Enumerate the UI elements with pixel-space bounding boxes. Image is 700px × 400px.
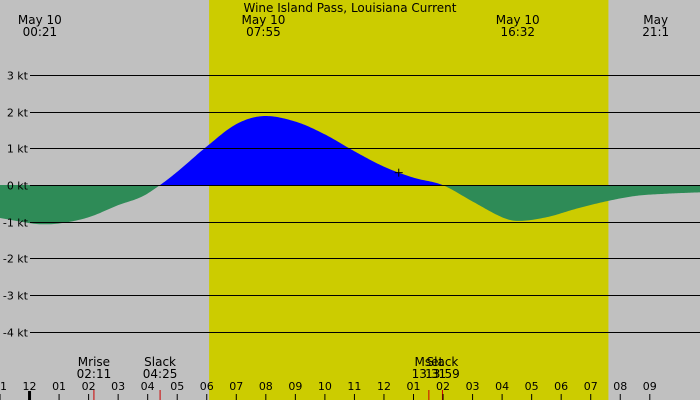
top-event-date: May 10 [242,13,286,27]
hour-label: 03 [111,380,125,393]
hour-label: 07 [584,380,598,393]
hour-label: 10 [318,380,332,393]
hour-label: 09 [288,380,302,393]
y-tick-labels: 3 kt 2 kt 1 kt 0 kt -1 kt -2 kt -3 kt -4 kt [3,70,29,340]
hour-label: 02 [82,380,96,393]
ebb-current-area [0,185,161,225]
flood-current-area [160,116,443,185]
hour-label: 08 [259,380,273,393]
ebb-current-area [442,185,700,221]
top-event-time: 21:1 [642,25,669,39]
top-event-date: May 10 [18,13,62,27]
bottom-event-name: Mrise [78,355,110,369]
bottom-event-time: 02:11 [77,367,112,381]
bottom-event-time: 13:31 [412,367,447,381]
y-tick-label: 2 kt [7,107,29,120]
current-time-marker [394,168,403,177]
gridlines [30,75,700,333]
hour-label: 01 [407,380,421,393]
hour-label: 03 [466,380,480,393]
bottom-event-name: Slack [427,355,459,369]
y-tick-label: 1 kt [7,143,29,156]
hour-label: 12 [23,380,37,393]
bottom-event-name: Mset [415,355,444,369]
hour-label: 07 [229,380,243,393]
hour-label: 08 [613,380,627,393]
bottom-event-name: Slack [144,355,176,369]
hour-label: 09 [643,380,657,393]
y-tick-label: -1 kt [3,217,29,230]
hour-label: 06 [200,380,214,393]
hour-label: 02 [436,380,450,393]
y-tick-label: -2 kt [3,253,29,266]
y-tick-label: 3 kt [7,70,29,83]
hour-label: 04 [141,380,155,393]
hour-label: 12 [377,380,391,393]
ebb-area-layer [0,185,700,225]
hour-label: 11 [0,380,7,393]
hour-label: 11 [347,380,361,393]
top-event-date: May 10 [496,13,540,27]
top-event-date: May [643,13,668,27]
top-event-time: 07:55 [246,25,281,39]
top-event-time: 00:21 [23,25,58,39]
hour-label: 06 [554,380,568,393]
hour-label: 01 [52,380,66,393]
y-tick-label: -3 kt [3,290,29,303]
bottom-event-time: 13:59 [425,367,460,381]
hour-label: 05 [525,380,539,393]
hour-label: 04 [495,380,509,393]
hour-axis: 11 12 01 02 03 04 05 06 07 08 09 10 11 12 01 02 03 04 05 06… [0,380,657,400]
top-event-time: 16:32 [500,25,535,39]
bottom-event-time: 04:25 [143,367,178,381]
chart-title: Wine Island Pass, Louisiana Current [244,1,457,15]
y-tick-label: 0 kt [7,180,29,193]
hour-label: 05 [170,380,184,393]
flood-area-layer [160,116,443,185]
y-tick-label: -4 kt [3,327,29,340]
